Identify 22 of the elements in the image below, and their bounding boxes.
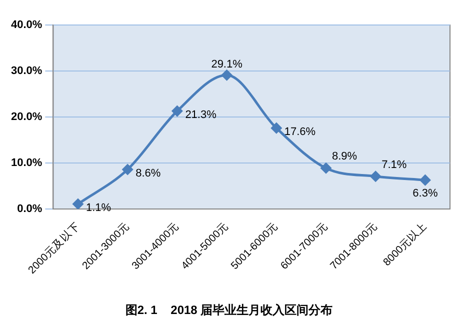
data-label: 6.3%	[412, 188, 438, 200]
data-label: 7.1%	[382, 158, 407, 171]
data-label: 8.6%	[136, 168, 161, 180]
data-label: 17.6%	[284, 126, 316, 138]
point	[271, 122, 282, 134]
y-tick-label: 30.0%	[10, 65, 42, 78]
y-tick-label: 0.0%	[17, 203, 42, 216]
point	[122, 164, 133, 175]
point	[370, 171, 381, 182]
data-label: 21.3%	[185, 109, 217, 122]
point	[420, 174, 430, 186]
data-label: 1.1%	[86, 202, 112, 214]
y-tick-label: 20.0%	[10, 111, 42, 124]
point	[172, 106, 182, 116]
data-label: 29.1%	[211, 58, 243, 71]
point	[320, 162, 332, 174]
point	[72, 198, 84, 210]
point	[222, 70, 232, 80]
y-tick-label: 40.0%	[10, 19, 42, 32]
data-label: 8.9%	[332, 150, 358, 163]
y-tick-label: 10.0%	[10, 157, 42, 170]
text: 图2. 1 2018 届毕业生月收入区间分布	[125, 303, 333, 318]
